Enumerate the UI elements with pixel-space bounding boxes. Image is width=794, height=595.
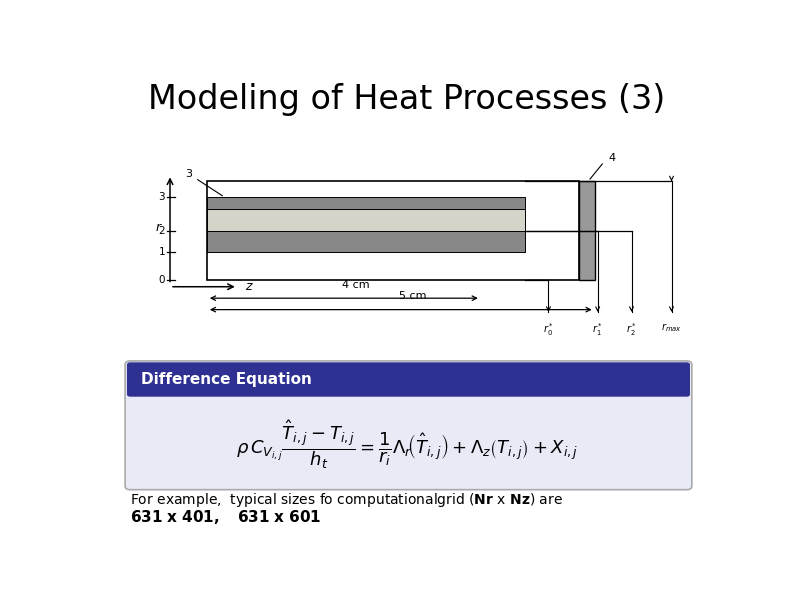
- Bar: [207, 231, 526, 252]
- Bar: [207, 197, 526, 209]
- FancyBboxPatch shape: [125, 361, 692, 490]
- Text: $r_{max}$: $r_{max}$: [661, 321, 682, 334]
- Text: $\rho\,C_{V_{i,j}}\dfrac{\hat{T}_{i,j} - T_{i,j}}{h_t} = \dfrac{1}{r_i}\Lambda_r: $\rho\,C_{V_{i,j}}\dfrac{\hat{T}_{i,j} -…: [236, 419, 578, 471]
- Text: 3: 3: [159, 192, 165, 202]
- Text: $r^*_1$: $r^*_1$: [592, 321, 603, 338]
- Text: 5 cm: 5 cm: [399, 292, 427, 302]
- Text: $\mathbf{631\ x\ 401,\ \ \ 631\ x\ 601}$: $\mathbf{631\ x\ 401,\ \ \ 631\ x\ 601}$: [130, 508, 322, 525]
- Text: r: r: [156, 221, 160, 234]
- Text: 0: 0: [159, 275, 165, 285]
- Bar: [207, 209, 526, 231]
- Text: 1: 1: [159, 248, 165, 257]
- Text: 2: 2: [159, 226, 165, 236]
- FancyBboxPatch shape: [127, 362, 690, 397]
- Text: 4: 4: [608, 153, 615, 163]
- Text: Modeling of Heat Processes (3): Modeling of Heat Processes (3): [148, 83, 665, 116]
- Bar: [207, 181, 579, 280]
- Text: For example,  typical sizes fo computationalgrid ($\mathit{\mathbf{Nr}}$ x $\mat: For example, typical sizes fo computatio…: [130, 491, 563, 509]
- Text: z: z: [245, 280, 252, 293]
- Bar: [579, 181, 595, 280]
- Text: Difference Equation: Difference Equation: [141, 372, 312, 387]
- Text: $r^*_0$: $r^*_0$: [543, 321, 554, 338]
- Text: 4 cm: 4 cm: [342, 280, 370, 290]
- Text: 3: 3: [185, 169, 192, 178]
- Text: $r^*_2$: $r^*_2$: [626, 321, 637, 338]
